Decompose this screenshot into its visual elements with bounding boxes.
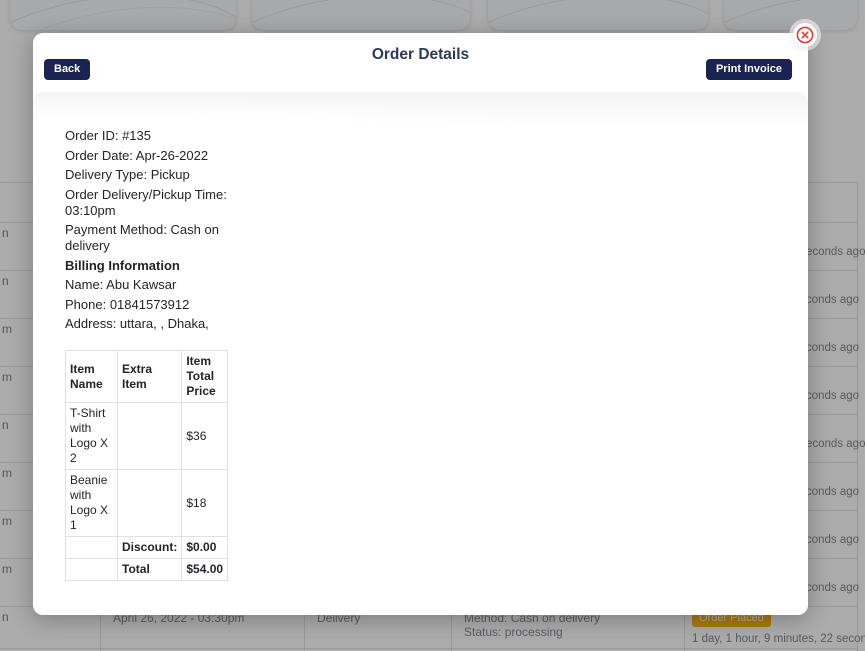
header-divider-gradient	[33, 92, 808, 126]
total-label-cell: Total	[116, 558, 183, 581]
header-item-name: Item Name	[65, 350, 118, 403]
header-item-total: Item Total Price	[181, 350, 229, 403]
order-id-line: Order ID: #135	[65, 128, 151, 143]
time-ago-fragment: econds ago	[806, 438, 865, 450]
billing-information-heading: Billing Information	[65, 257, 180, 273]
header-extra-item: Extra Item	[116, 350, 183, 403]
modal-title: Order Details	[371, 46, 470, 63]
row-text-fragment: n	[2, 226, 9, 240]
table-grid-line	[0, 648, 857, 649]
row-text-fragment: m	[2, 514, 12, 528]
order-date-line: Order Date: Apr-26-2022	[65, 147, 209, 163]
time-ago-fragment: conds ago	[806, 534, 860, 546]
stat-card	[488, 0, 708, 30]
item-name-cell: Beanie with Logo X 1	[65, 469, 118, 537]
time-ago-fragment: conds ago	[806, 342, 860, 354]
item-name-cell: T-Shirt with Logo X 2	[65, 402, 118, 470]
invoice-item-row: T-Shirt with Logo X 2 $36	[65, 402, 229, 470]
billing-name-line: Name: Abu Kawsar	[65, 277, 177, 292]
payment-method-line: Payment Method: Cash on delivery	[65, 222, 219, 253]
item-price-cell: $18	[181, 469, 229, 537]
discount-label-cell: Discount:	[116, 536, 183, 559]
delivery-type-line: Delivery Type: Pickup	[65, 167, 190, 182]
billing-address-line: Address: uttara, , Dhaka,	[65, 316, 209, 331]
close-modal-button[interactable]	[793, 23, 817, 47]
invoice-total-row: Total $54.00	[65, 558, 229, 581]
invoice-items-table: Item Name Extra Item Item Total Price T-…	[65, 350, 229, 581]
stat-card	[252, 0, 470, 30]
billing-phone-line: Phone: 01841573912	[65, 296, 190, 312]
order-info-block: Order ID: #135 Order Date: Apr-26-2022 D…	[65, 128, 243, 336]
back-button[interactable]: Back	[44, 59, 91, 80]
time-ago-fragment: conds ago	[806, 390, 860, 402]
extra-item-cell	[116, 402, 183, 470]
item-price-cell: $36	[181, 402, 229, 470]
table-grid-line	[857, 182, 858, 651]
row-text-fragment: m	[2, 562, 12, 576]
row-text-fragment: n	[2, 274, 9, 288]
invoice-header-row: Item Name Extra Item Item Total Price	[65, 350, 229, 403]
time-ago-fragment: conds ago	[806, 582, 860, 594]
close-icon	[796, 26, 814, 44]
row-text-fragment: n	[2, 418, 9, 432]
row-text-fragment: n	[2, 610, 9, 624]
stat-card	[724, 0, 857, 30]
time-ago-fragment: conds ago	[806, 486, 860, 498]
payment-status-cell: Status: processing	[464, 625, 563, 639]
empty-cell	[65, 536, 118, 559]
time-ago-cell: 1 day, 1 hour, 9 minutes, 22 seconds ago	[692, 633, 865, 645]
row-text-fragment: m	[2, 322, 12, 336]
print-invoice-button[interactable]: Print Invoice	[705, 59, 792, 80]
total-value-cell: $54.00	[181, 558, 229, 581]
row-text-fragment: m	[2, 466, 12, 480]
invoice-discount-row: Discount: $0.00	[65, 536, 229, 559]
empty-cell	[65, 558, 118, 581]
row-text-fragment: m	[2, 370, 12, 384]
stat-card	[10, 0, 236, 30]
invoice-item-row: Beanie with Logo X 1 $18	[65, 469, 229, 537]
time-ago-fragment: conds ago	[806, 294, 860, 306]
discount-value-cell: $0.00	[181, 536, 229, 559]
extra-item-cell	[116, 469, 183, 537]
time-ago-fragment: econds ago	[806, 246, 865, 258]
order-details-modal: Order Details Back Print Invoice Order I…	[33, 33, 808, 615]
pickup-time-line: Order Delivery/Pickup Time: 03:10pm	[65, 186, 227, 218]
